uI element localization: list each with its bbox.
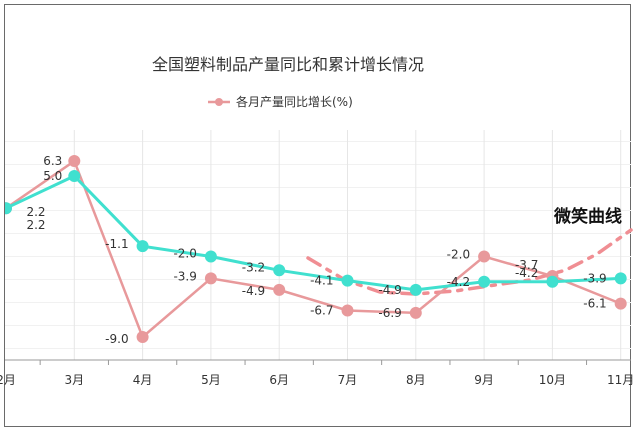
data-point[interactable] bbox=[68, 155, 81, 168]
data-label: -4.9 bbox=[242, 284, 265, 298]
annotation-text: 微笑曲线 bbox=[553, 206, 622, 227]
x-tick-label: 5月 bbox=[201, 373, 221, 387]
x-tick-label: 10月 bbox=[539, 373, 566, 387]
series-line-0 bbox=[5, 159, 622, 340]
series-lines bbox=[5, 159, 622, 340]
data-label: -3.7 bbox=[515, 258, 538, 272]
data-point[interactable] bbox=[68, 170, 81, 182]
data-point[interactable] bbox=[204, 272, 217, 285]
data-label: -4.9 bbox=[378, 283, 401, 297]
x-axis: 2月 3月 4月 5月 6月 7月 8月 9月 10月 11月 bbox=[0, 359, 634, 387]
data-label: -1.1 bbox=[105, 237, 128, 251]
x-tick-label: 7月 bbox=[338, 373, 358, 387]
x-tick-label: 6月 bbox=[269, 373, 289, 387]
legend[interactable]: 各月产量同比增长(%) bbox=[208, 94, 353, 109]
x-tick-label: 8月 bbox=[406, 373, 426, 387]
data-label: -2.0 bbox=[173, 247, 196, 261]
data-label: 2.2 bbox=[26, 218, 45, 232]
data-point[interactable] bbox=[546, 275, 559, 288]
data-point[interactable] bbox=[136, 240, 149, 253]
legend-label: 各月产量同比增长(%) bbox=[236, 94, 353, 109]
x-tick-label: 2月 bbox=[0, 373, 16, 387]
data-label: -3.9 bbox=[173, 269, 196, 283]
data-point[interactable] bbox=[341, 274, 354, 287]
data-point[interactable] bbox=[409, 306, 422, 319]
chart-title: 全国塑料制品产量同比和累计增长情况 bbox=[152, 55, 424, 74]
data-labels: 2.2 6.3 -9.0 -3.9 -4.9 -6.7 -6.9 -2.0 -3.7 -6.1 2.… bbox=[26, 154, 606, 346]
data-point[interactable] bbox=[478, 250, 491, 263]
data-label: -6.1 bbox=[583, 297, 606, 311]
smile-curve bbox=[306, 228, 633, 296]
data-point[interactable] bbox=[136, 331, 149, 343]
x-tick-label: 9月 bbox=[474, 373, 494, 387]
data-label: -3.2 bbox=[242, 260, 265, 274]
legend-dot-marker bbox=[215, 98, 223, 106]
x-tick-label: 11月 bbox=[607, 373, 634, 387]
data-label: -4.2 bbox=[447, 275, 470, 289]
data-label: -9.0 bbox=[105, 332, 128, 346]
data-point[interactable] bbox=[341, 304, 354, 317]
data-label: 5.0 bbox=[43, 169, 62, 183]
data-label: -4.1 bbox=[310, 274, 333, 288]
data-label: 6.3 bbox=[43, 154, 62, 168]
data-point[interactable] bbox=[614, 297, 627, 310]
data-point[interactable] bbox=[614, 272, 627, 285]
data-label: 2.2 bbox=[26, 205, 45, 219]
data-label: -3.9 bbox=[583, 271, 606, 285]
data-point[interactable] bbox=[273, 283, 286, 296]
data-label: -6.7 bbox=[310, 304, 333, 318]
data-label: -2.0 bbox=[447, 248, 470, 262]
data-label: -4.2 bbox=[515, 266, 538, 280]
series-line-1 bbox=[5, 174, 621, 292]
data-point[interactable] bbox=[204, 250, 217, 263]
x-tick-label: 4月 bbox=[133, 373, 153, 387]
chart-frame bbox=[4, 4, 631, 427]
data-point[interactable] bbox=[409, 283, 422, 296]
data-point[interactable] bbox=[0, 202, 12, 215]
x-tick-label: 3月 bbox=[64, 373, 84, 387]
data-label: -6.9 bbox=[378, 306, 401, 320]
smile-curve-annotation bbox=[306, 228, 633, 296]
data-point[interactable] bbox=[478, 275, 491, 288]
data-point[interactable] bbox=[273, 264, 286, 277]
series-points bbox=[0, 155, 627, 343]
grid-lines bbox=[5, 130, 631, 360]
